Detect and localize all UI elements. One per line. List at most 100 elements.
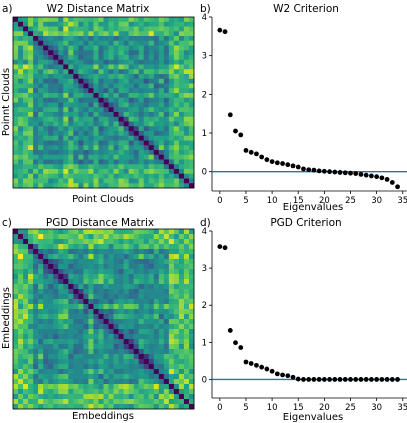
heatmap-cell: [173, 274, 180, 280]
heatmap-cell: [98, 384, 104, 390]
heatmap-c-title: PGD Distance Matrix: [46, 217, 154, 229]
heatmap-cell: [38, 154, 44, 160]
heatmap-cell: [123, 229, 129, 235]
heatmap-cell: [163, 369, 170, 375]
heatmap-cell: [33, 93, 39, 99]
heatmap-cell: [73, 26, 79, 32]
heatmap-cell: [93, 394, 99, 400]
heatmap-cell: [108, 55, 114, 61]
heatmap-cell: [68, 45, 74, 51]
heatmap-cell: [113, 389, 119, 395]
heatmap-cell: [178, 21, 185, 27]
heatmap-cell: [113, 254, 119, 260]
heatmap-cell: [178, 289, 185, 295]
heatmap-cell: [78, 274, 84, 280]
heatmap-cell: [148, 36, 155, 42]
y-tick-label: 4: [202, 13, 207, 23]
heatmap-cell: [148, 264, 155, 270]
heatmap-cell: [168, 234, 175, 240]
heatmap-cell: [33, 354, 39, 360]
heatmap-cell: [38, 74, 44, 80]
heatmap-cell: [13, 50, 19, 56]
x-tick-label: 30: [371, 196, 382, 206]
heatmap-cell: [133, 55, 139, 61]
heatmap-cell: [153, 154, 160, 160]
heatmap-cell: [33, 55, 39, 61]
heatmap-cell: [73, 59, 79, 65]
heatmap-cell: [18, 116, 24, 122]
heatmap-cell: [153, 359, 160, 365]
data-point: [369, 173, 374, 179]
heatmap-cell: [118, 78, 124, 84]
heatmap-cell: [188, 304, 195, 310]
heatmap-cell: [178, 294, 185, 300]
heatmap-cell: [173, 154, 180, 160]
heatmap-cell: [158, 69, 165, 75]
heatmap-cell: [63, 279, 69, 285]
heatmap-cell: [113, 107, 119, 113]
heatmap-cell: [103, 64, 109, 70]
heatmap-cell: [73, 324, 79, 330]
heatmap-cell: [68, 102, 74, 108]
heatmap-cell: [163, 173, 170, 179]
heatmap-cell: [128, 404, 134, 410]
heatmap-cell: [13, 150, 19, 156]
heatmap-cell: [163, 304, 170, 310]
heatmap-cell: [13, 112, 19, 118]
heatmap-cell: [53, 173, 59, 179]
heatmap-cell: [43, 21, 49, 27]
heatmap-cell: [78, 40, 84, 46]
heatmap-cell: [113, 59, 119, 65]
heatmap-cell: [78, 26, 84, 32]
data-point: [248, 361, 254, 366]
heatmap-cell: [188, 354, 195, 360]
heatmap-cell: [58, 112, 64, 118]
heatmap-cell: [23, 21, 29, 27]
heatmap-cell: [133, 21, 139, 27]
heatmap-cell: [143, 304, 150, 310]
heatmap-cell: [143, 394, 150, 400]
heatmap-cell: [108, 324, 114, 330]
heatmap-cell: [118, 364, 124, 370]
heatmap-cell: [153, 334, 160, 340]
heatmap-cell: [148, 83, 155, 89]
heatmap-cell: [178, 31, 185, 37]
heatmap-cell: [98, 78, 104, 84]
heatmap-cell: [88, 304, 94, 310]
heatmap-cell: [68, 140, 74, 146]
heatmap-cell: [128, 379, 134, 385]
heatmap-cell: [168, 384, 175, 390]
heatmap-cell: [143, 64, 150, 70]
heatmap-cell: [88, 173, 94, 179]
heatmap-cell: [78, 178, 84, 184]
heatmap-cell: [88, 309, 94, 315]
heatmap-cell: [53, 55, 59, 61]
heatmap-cell: [23, 83, 29, 89]
heatmap-cell: [148, 178, 155, 184]
heatmap-cell: [158, 399, 165, 405]
heatmap-cell: [148, 324, 155, 330]
data-point: [384, 377, 390, 382]
heatmap-cell: [73, 364, 79, 370]
data-point: [238, 132, 244, 138]
heatmap-cell: [178, 299, 185, 305]
heatmap-cell: [93, 26, 99, 32]
heatmap-cell: [93, 183, 99, 189]
heatmap-cell: [63, 83, 69, 89]
heatmap-cell: [98, 404, 104, 410]
heatmap-cell: [158, 259, 165, 265]
heatmap-cell: [58, 299, 64, 305]
heatmap-cell: [163, 126, 170, 132]
heatmap-cell: [183, 178, 190, 184]
heatmap-cell: [13, 159, 19, 165]
heatmap-cell: [13, 334, 19, 340]
heatmap-cell: [173, 17, 180, 23]
heatmap-cell: [133, 45, 139, 51]
heatmap-cell: [48, 59, 54, 65]
heatmap-cell: [38, 359, 44, 365]
heatmap-cell: [88, 97, 94, 103]
heatmap-cell: [93, 309, 99, 315]
heatmap-cell: [48, 399, 54, 405]
heatmap-cell: [188, 339, 195, 345]
heatmap-cell: [178, 384, 185, 390]
